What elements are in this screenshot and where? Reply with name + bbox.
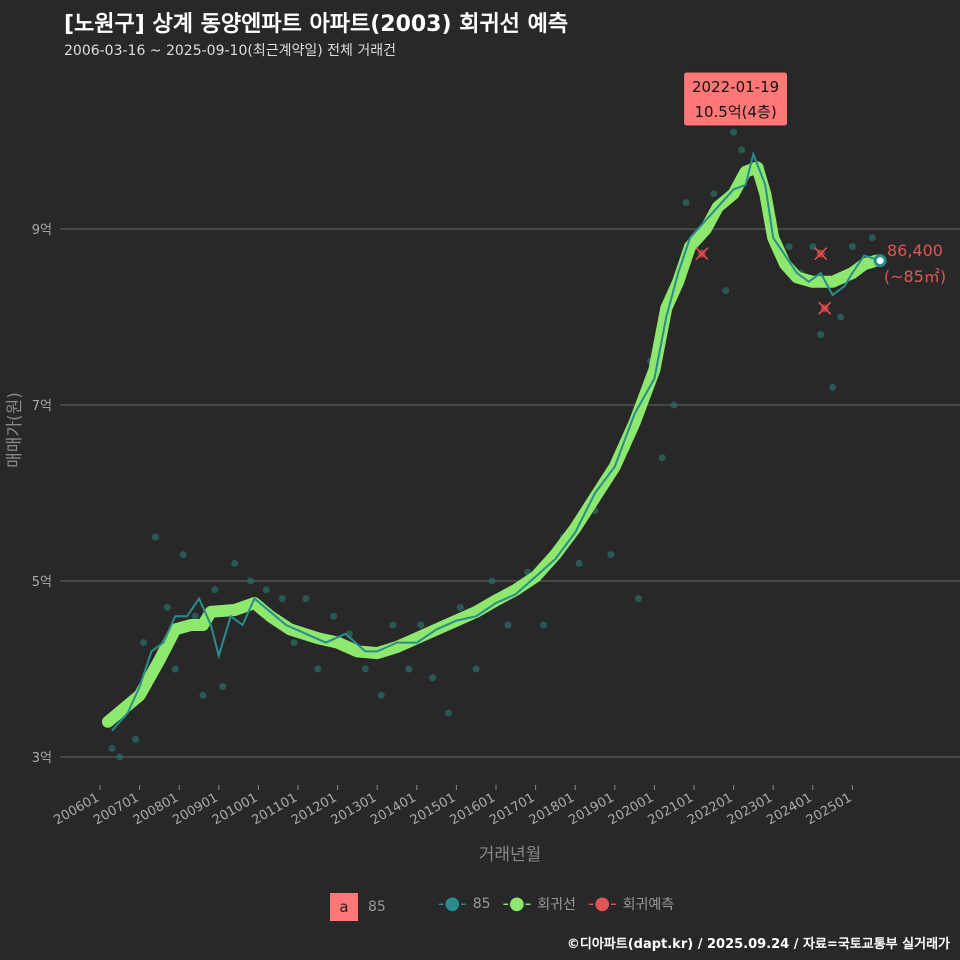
scatter-point — [540, 621, 548, 629]
scatter-point — [108, 744, 116, 752]
y-axis-label: 매매가(원) — [5, 392, 25, 468]
scatter-point — [429, 674, 437, 682]
scatter-point — [472, 665, 480, 673]
actual-line — [111, 150, 881, 732]
scatter-point — [377, 691, 385, 699]
y-tick-label: 5억 — [32, 575, 52, 590]
scatter-point — [658, 454, 666, 462]
scatter-point — [151, 533, 159, 541]
scatter-point — [199, 691, 207, 699]
scatter-point — [829, 383, 837, 391]
legend-series: -●- 85 -●- 회귀선 -●- 회귀예측 — [438, 893, 674, 914]
scatter-point — [171, 665, 179, 673]
scatter-point — [848, 243, 856, 251]
scatter-point — [607, 551, 615, 559]
scatter-point — [278, 595, 286, 603]
scatter-point — [730, 128, 738, 136]
scatter-point — [504, 621, 512, 629]
last-point — [873, 254, 887, 268]
last-value-label: 86,400 — [887, 241, 943, 260]
footer-credit: ©디아파트(dapt.kr) / 2025.09.24 / 자료=국토교통부 실… — [566, 937, 950, 952]
x-axis-label: 거래년월 — [479, 845, 542, 865]
tooltip-price: 10.5억(4층) — [694, 103, 776, 121]
chart-subtitle: 2006-03-16 ~ 2025-09-10(최근계약일) 전체 거래건 — [64, 43, 396, 59]
legend-box-label: 85 — [368, 899, 386, 915]
scatter-point — [575, 559, 583, 567]
scatter-point — [314, 665, 322, 673]
scatter-point — [682, 199, 690, 207]
legend-actual-icon: -●- — [438, 893, 467, 914]
scatter-point — [837, 313, 845, 321]
legend-box-letter: a — [330, 893, 358, 921]
scatter-point — [231, 559, 239, 567]
scatter-point — [179, 551, 187, 559]
scatter-point — [417, 621, 425, 629]
legend-actual-label: 85 — [472, 895, 491, 912]
legend-prediction-label: 회귀예측 — [622, 896, 675, 913]
scatter-point — [868, 234, 876, 242]
scatter-point — [670, 401, 678, 409]
scatter-point — [132, 735, 140, 743]
scatter-point — [488, 577, 496, 585]
scatter-point — [635, 595, 643, 603]
scatter-point — [140, 639, 148, 647]
scatter-point — [785, 243, 793, 251]
y-tick-label: 3억 — [32, 751, 52, 766]
legend-prediction-icon: -●- — [587, 893, 617, 914]
y-tick-label: 9억 — [32, 223, 52, 238]
scatter-point — [456, 603, 464, 611]
legend-area-box: a 85 — [330, 893, 386, 921]
last-area-label: (~85㎡) — [884, 267, 946, 286]
y-tick-label: 7억 — [32, 399, 52, 414]
scatter-point — [444, 709, 452, 717]
prediction-cross-icon — [695, 247, 709, 261]
scatter-point — [361, 665, 369, 673]
scatter-point — [116, 753, 124, 761]
scatter-point — [738, 146, 746, 154]
prediction-cross-icon — [814, 247, 828, 261]
scatter-point — [211, 586, 219, 594]
tooltip-box — [683, 71, 789, 127]
scatter-point — [710, 190, 718, 198]
scatter-point — [219, 683, 227, 691]
legend-regression-label: 회귀선 — [537, 896, 576, 913]
scatter-point — [817, 331, 825, 339]
scatter-point — [330, 612, 338, 620]
scatter-point — [246, 577, 254, 585]
scatter-point — [163, 603, 171, 611]
scatter-point — [290, 639, 298, 647]
scatter-point — [389, 621, 397, 629]
tooltip-date: 2022-01-19 — [692, 78, 779, 96]
x-tick-label: 202501 — [804, 790, 854, 828]
scatter-point — [405, 665, 413, 673]
scatter-point — [302, 595, 310, 603]
scatter-point — [722, 287, 730, 295]
chart-title: [노원구] 상계 동양엔파트 아파트(2003) 회귀선 예측 — [64, 12, 569, 37]
scatter-point — [262, 586, 270, 594]
legend-regression-icon: -●- — [502, 893, 532, 914]
prediction-cross-icon — [818, 301, 832, 315]
scatter-point — [191, 612, 199, 620]
